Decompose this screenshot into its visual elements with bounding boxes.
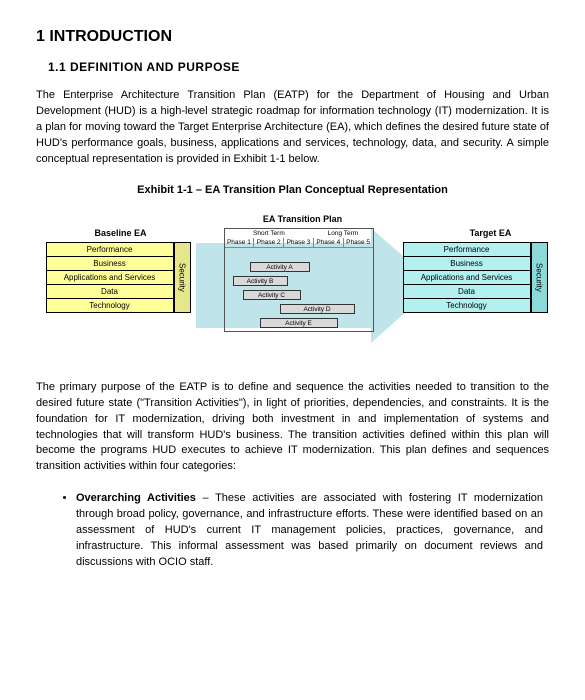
phase-header-row: Phase 1Phase 2Phase 3Phase 4Phase 5 (225, 238, 373, 248)
transition-plan-grid: Short Term Long Term Phase 1Phase 2Phase… (224, 228, 374, 332)
target-ea-label: Target EA (426, 228, 556, 238)
ea-layer-row: Business (47, 257, 173, 271)
ea-layer-row: Data (404, 285, 530, 299)
ea-layer-row: Data (47, 285, 173, 299)
ea-layer-row: Performance (404, 243, 530, 257)
target-ea-stack: PerformanceBusinessApplications and Serv… (403, 242, 531, 313)
section-heading: 1 INTRODUCTION (36, 28, 549, 46)
overarching-activities-item: Overarching Activities – These activitie… (76, 491, 543, 571)
long-term-header: Long Term (313, 229, 372, 238)
baseline-ea-stack: PerformanceBusinessApplications and Serv… (46, 242, 174, 313)
phase-header-cell: Phase 3 (284, 238, 314, 247)
phase-header-cell: Phase 4 (314, 238, 344, 247)
target-security-column: Security (531, 242, 548, 313)
intro-paragraph: The Enterprise Architecture Transition P… (36, 88, 549, 168)
phase-header-cell: Phase 1 (225, 238, 255, 247)
exhibit-diagram: Baseline EA PerformanceBusinessApplicati… (38, 210, 548, 360)
ea-layer-row: Applications and Services (47, 271, 173, 285)
baseline-security-column: Security (174, 242, 191, 313)
ea-layer-row: Business (404, 257, 530, 271)
short-term-header: Short Term (225, 229, 314, 238)
bullet-lead: Overarching Activities (76, 492, 196, 504)
phase-header-cell: Phase 5 (344, 238, 373, 247)
term-header-row: Short Term Long Term (225, 229, 373, 238)
exhibit-caption: Exhibit 1-1 – EA Transition Plan Concept… (36, 184, 549, 196)
activity-bar: Activity B (233, 276, 288, 286)
ea-layer-row: Technology (47, 299, 173, 312)
phase-header-cell: Phase 2 (254, 238, 284, 247)
activity-bar: Activity E (260, 318, 338, 328)
purpose-paragraph: The primary purpose of the EATP is to de… (36, 380, 549, 476)
activity-bar: Activity C (243, 290, 301, 300)
subsection-heading: 1.1 DEFINITION AND PURPOSE (48, 60, 549, 74)
transition-plan-label: EA Transition Plan (228, 214, 378, 224)
ea-layer-row: Technology (404, 299, 530, 312)
baseline-ea-label: Baseline EA (56, 228, 186, 238)
activity-bar: Activity A (250, 262, 310, 272)
category-list: Overarching Activities – These activitie… (76, 491, 543, 571)
activity-bar: Activity D (280, 304, 355, 314)
ea-layer-row: Applications and Services (404, 271, 530, 285)
ea-layer-row: Performance (47, 243, 173, 257)
